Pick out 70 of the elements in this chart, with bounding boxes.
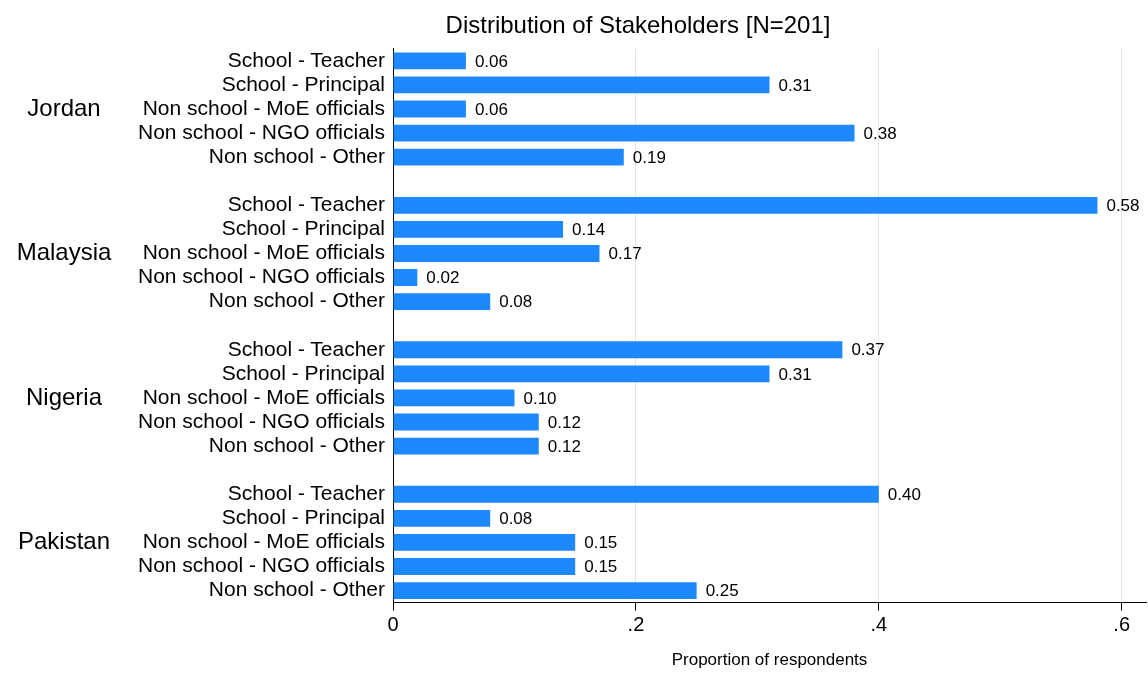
data-label: 0.12 — [547, 436, 581, 456]
bar — [393, 365, 770, 383]
bar — [393, 582, 697, 599]
data-label: 0.25 — [705, 581, 739, 601]
y-tick-label: School - Teacher — [227, 481, 386, 505]
x-axis-title: Proportion of respondents — [671, 650, 868, 670]
data-label: 0.06 — [474, 99, 508, 119]
bar — [393, 245, 600, 262]
data-label: 0.12 — [547, 412, 581, 432]
data-label: 0.58 — [1106, 196, 1140, 215]
data-label: 0.40 — [887, 484, 921, 504]
bar — [393, 413, 539, 431]
bar — [393, 220, 564, 238]
bar — [393, 389, 515, 407]
x-tick-label: 0 — [387, 613, 399, 636]
y-tick-label: Non school - Other — [208, 143, 386, 167]
chart-title: Distribution of Stakeholders [N=201] — [445, 11, 831, 39]
y-tick-label: School - Teacher — [227, 47, 386, 71]
y-tick-label: School - Teacher — [227, 192, 386, 216]
x-tick-label: .2 — [627, 613, 645, 636]
y-tick-label: Non school - MoE officials — [142, 240, 386, 264]
bar — [393, 52, 466, 70]
data-label: 0.31 — [778, 364, 812, 384]
y-tick-label: School - Principal — [221, 505, 386, 529]
bar — [393, 558, 576, 575]
x-tick-label: .6 — [1113, 613, 1131, 636]
y-tick-label: School - Teacher — [227, 336, 386, 360]
y-tick-label: Non school - MoE officials — [142, 95, 386, 119]
data-label: 0.08 — [499, 509, 533, 529]
data-label: 0.15 — [584, 557, 618, 577]
bar — [393, 269, 418, 286]
y-tick-label: School - Principal — [221, 216, 386, 240]
data-label: 0.19 — [632, 147, 666, 167]
x-tick-label: .4 — [870, 613, 888, 636]
y-tick-label: Non school - Other — [208, 432, 386, 456]
text: Nigeria — [25, 382, 103, 410]
bar — [393, 124, 855, 142]
data-label: 0.08 — [499, 292, 533, 312]
bar — [393, 196, 1098, 214]
bar — [393, 437, 539, 455]
text: Malaysia — [16, 238, 112, 266]
y-tick-label: Non school - Other — [208, 577, 386, 601]
y-tick-label: School - Principal — [221, 71, 386, 95]
data-label: 0.06 — [474, 51, 508, 71]
bar — [393, 485, 879, 503]
text: Jordan — [27, 93, 101, 121]
y-tick-label: Non school - NGO officials — [137, 119, 386, 143]
y-tick-label: Non school - MoE officials — [142, 384, 386, 408]
data-label: 0.31 — [778, 75, 812, 95]
data-label: 0.15 — [584, 533, 618, 553]
bar — [393, 533, 576, 551]
data-label: 0.02 — [426, 268, 460, 288]
bar — [393, 76, 770, 94]
bar — [393, 341, 843, 359]
y-tick-label: School - Principal — [221, 360, 386, 384]
data-label: 0.10 — [523, 388, 557, 408]
data-label: 0.17 — [608, 244, 642, 264]
bar — [393, 293, 491, 311]
y-tick-label: Non school - MoE officials — [142, 529, 386, 553]
bar — [393, 148, 624, 166]
bar — [393, 509, 491, 527]
text: Pakistan — [17, 527, 111, 555]
bar — [393, 100, 466, 118]
y-tick-label: Non school - Other — [208, 288, 386, 312]
y-tick-label: Non school - NGO officials — [137, 264, 386, 288]
data-label: 0.38 — [863, 123, 897, 143]
data-label: 0.37 — [851, 340, 885, 360]
data-label: 0.14 — [572, 220, 606, 240]
y-tick-label: Non school - NGO officials — [137, 553, 386, 577]
y-tick-label: Non school - NGO officials — [137, 408, 386, 432]
